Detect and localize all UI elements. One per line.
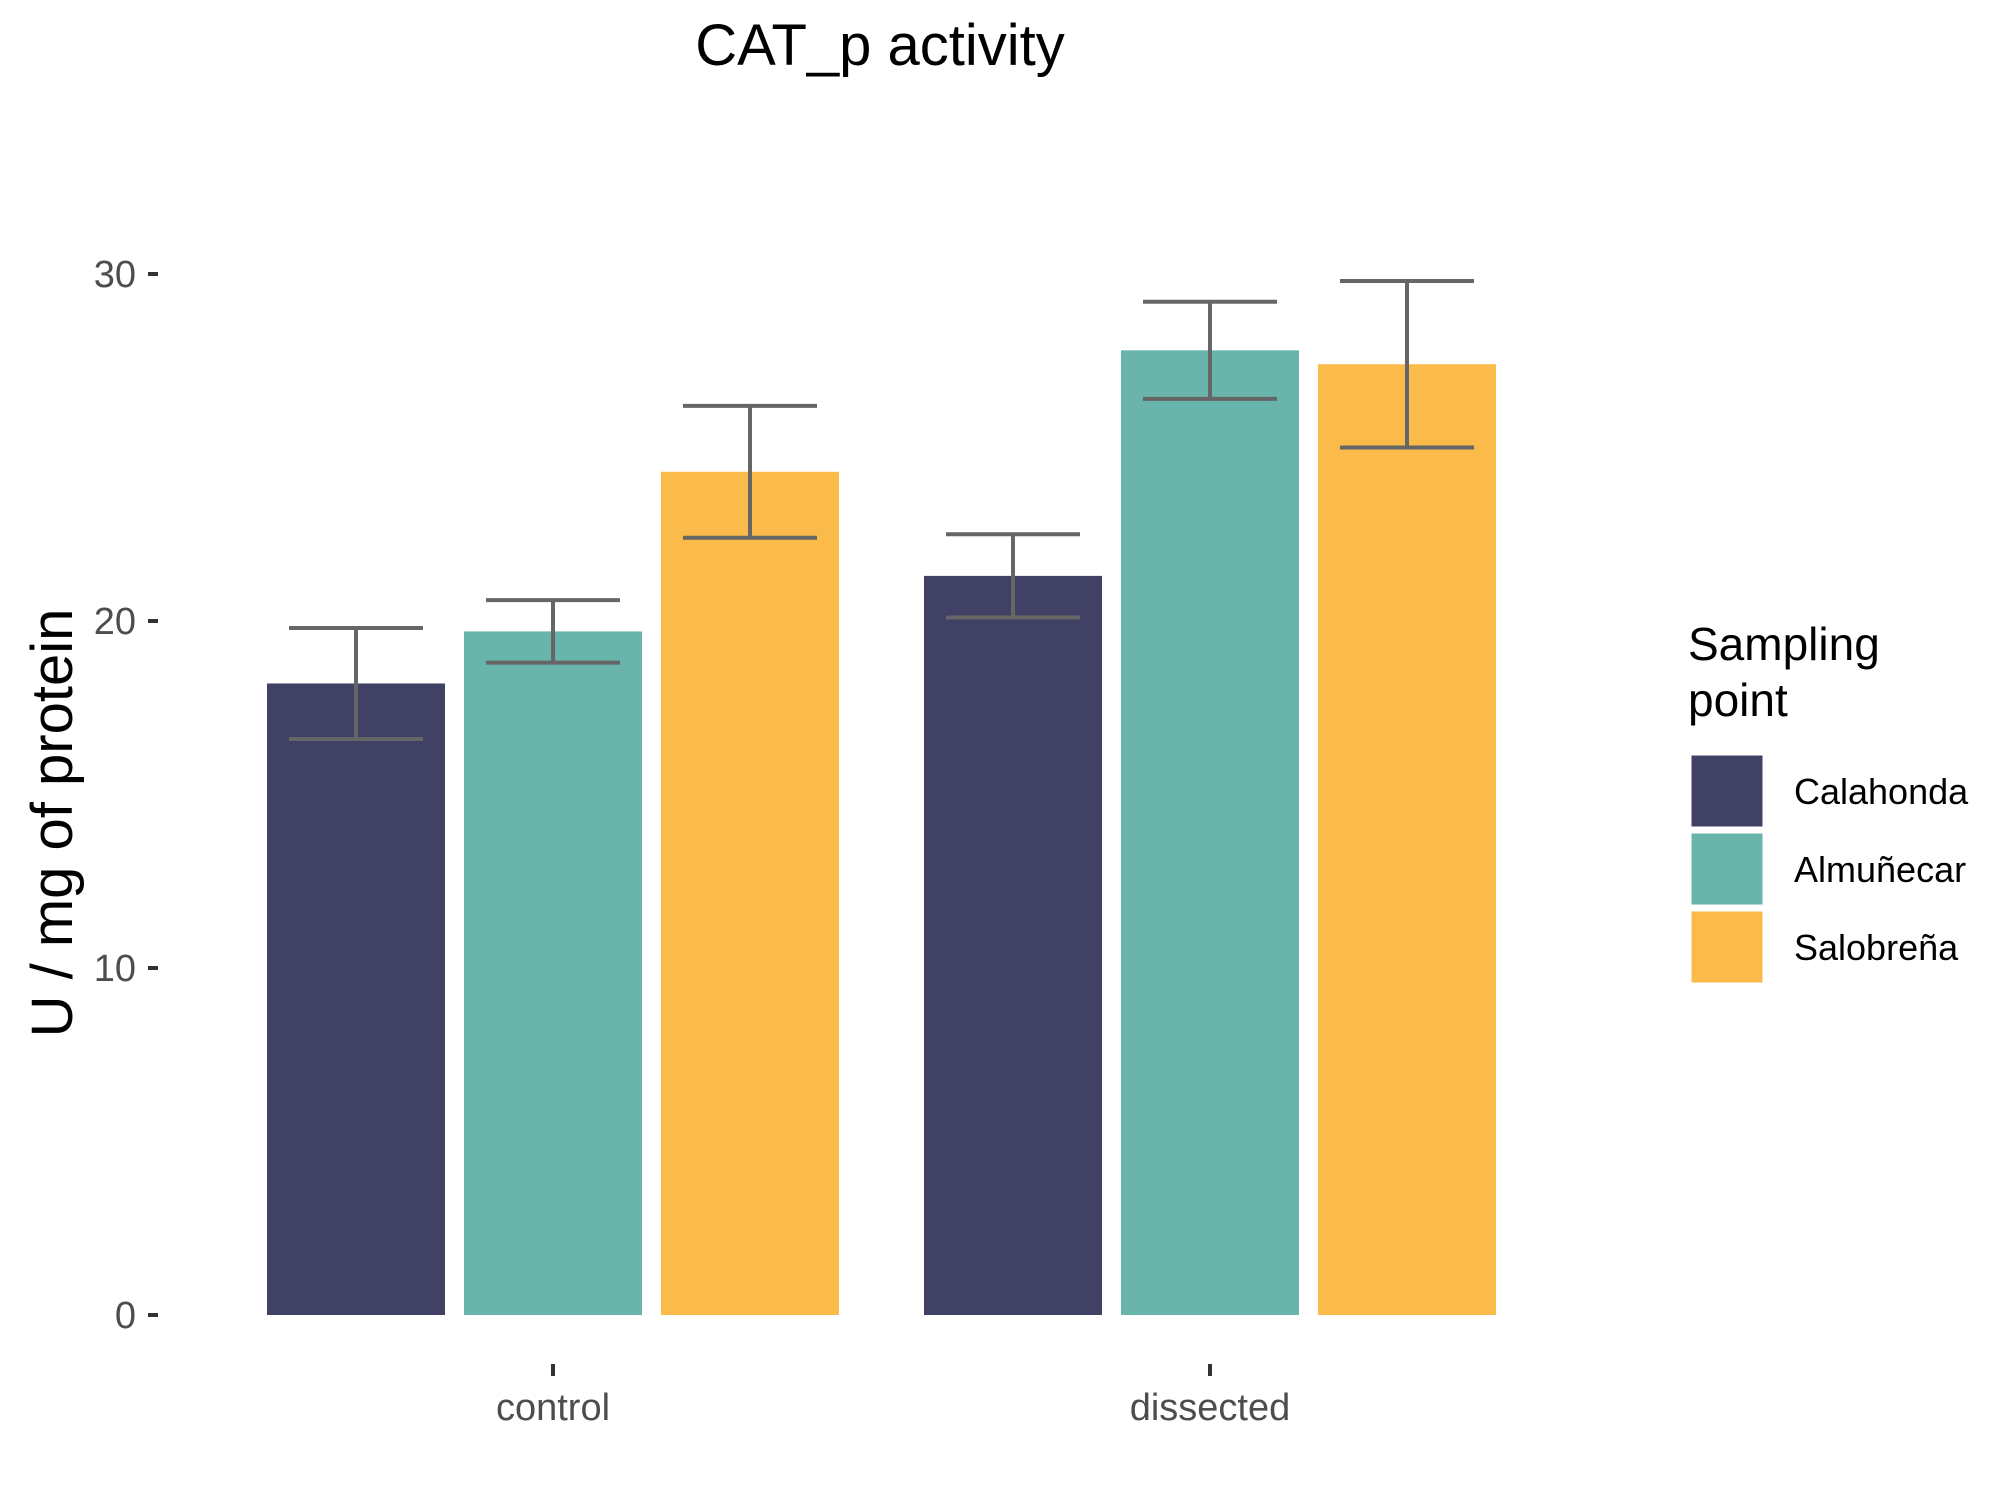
- legend-item-almuñecar: Almuñecar: [1688, 830, 1966, 908]
- legend-label: Calahonda: [1794, 771, 1969, 812]
- legend-items: Calahonda Almuñecar Salobreña: [1688, 752, 1969, 986]
- error-bar-dissected-salobreña: [1340, 278, 1474, 450]
- error-bar-dissected-calahonda: [946, 532, 1080, 620]
- legend-title-line: Sampling: [1688, 618, 1880, 670]
- chart-title: CAT_p activity: [695, 13, 1065, 78]
- y-tick-label: 30: [94, 254, 136, 296]
- bar-control-salobreña: [661, 471, 839, 1315]
- error-bars: [289, 278, 1474, 741]
- y-tick-label: 0: [115, 1295, 136, 1337]
- y-axis: 0 10 20 30: [94, 254, 158, 1337]
- bar-dissected-calahonda: [924, 575, 1102, 1315]
- x-tick-label: dissected: [1130, 1387, 1291, 1429]
- legend-item-calahonda: Calahonda: [1688, 752, 1969, 830]
- legend-swatch: [1688, 908, 1766, 986]
- bars: [267, 350, 1496, 1316]
- bar-dissected-almuñecar: [1121, 350, 1299, 1316]
- x-tick-label: control: [496, 1387, 610, 1429]
- error-bar-dissected-almuñecar: [1143, 299, 1277, 401]
- legend-label: Salobreña: [1794, 927, 1959, 968]
- bar-control-almuñecar: [464, 631, 642, 1315]
- legend-title-line: point: [1688, 674, 1788, 726]
- bar-dissected-salobreña: [1318, 364, 1496, 1316]
- legend-item-salobreña: Salobreña: [1688, 908, 1959, 986]
- legend-swatch: [1688, 830, 1766, 908]
- legend-label: Almuñecar: [1794, 849, 1966, 890]
- bar-control-calahonda: [267, 683, 445, 1315]
- y-tick-label: 20: [94, 601, 136, 643]
- y-tick-label: 10: [94, 948, 136, 990]
- legend-swatch: [1688, 752, 1766, 830]
- x-axis: control dissected: [496, 1364, 1290, 1429]
- error-bar-control-salobreña: [683, 403, 817, 540]
- error-bar-control-almuñecar: [486, 598, 620, 665]
- error-bar-control-calahonda: [289, 625, 423, 741]
- y-axis-label: U / mg of protein: [20, 609, 85, 1038]
